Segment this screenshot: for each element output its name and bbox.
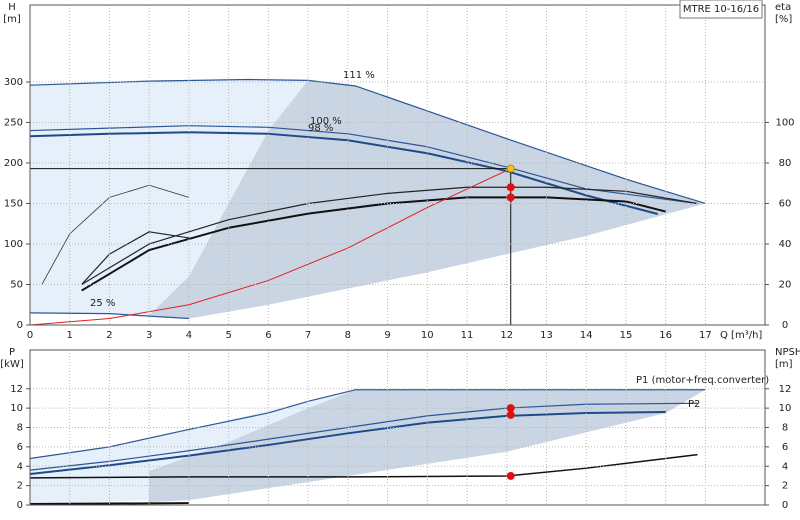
curve [30, 411, 666, 475]
operating-point [506, 193, 515, 202]
plot-area [30, 78, 706, 325]
y-tick-label: 10 [10, 403, 23, 414]
y-axis-title: H [8, 2, 16, 13]
y2-tick-label: 6 [782, 442, 788, 453]
y2-tick-label: 8 [782, 423, 788, 434]
y-tick-label: 12 [10, 384, 23, 395]
x-tick-label: 6 [265, 330, 271, 341]
y-tick-label: 100 [4, 239, 23, 250]
y2-tick-label: 40 [779, 239, 792, 250]
x-tick-label: 7 [305, 330, 311, 341]
operating-point [506, 164, 515, 173]
x-tick-label: 4 [186, 330, 192, 341]
y2-tick-label: 2 [782, 481, 788, 492]
plot-frame [29, 4, 766, 326]
x-tick-label: 17 [699, 330, 712, 341]
x-tick-label: 16 [659, 330, 672, 341]
model-name: MTRE 10-16/16 [683, 4, 759, 15]
plot-area [30, 389, 706, 505]
curve-label: 98 % [308, 123, 333, 134]
curve-label: 111 % [343, 70, 375, 81]
y-tick-label: 8 [17, 423, 23, 434]
x-tick-label: 12 [500, 330, 513, 341]
y-tick-label: 2 [17, 481, 23, 492]
y2-tick-label: 80 [779, 158, 792, 169]
y-tick-label: 50 [10, 279, 23, 290]
y2-axis-title: NPSH [775, 347, 800, 358]
curve [30, 312, 189, 320]
operating-point [506, 410, 515, 419]
y-tick-label: 300 [4, 77, 23, 88]
curve-label: 100 % [310, 116, 342, 127]
x-tick-label: 9 [384, 330, 390, 341]
y-axis-title: [kW] [0, 359, 24, 370]
x-tick-label: 15 [620, 330, 633, 341]
curve [30, 168, 511, 325]
y2-tick-label: 20 [779, 279, 792, 290]
x-tick-label: 8 [345, 330, 351, 341]
curve [30, 78, 706, 205]
y-tick-label: 250 [4, 117, 23, 128]
model-box [679, 0, 763, 19]
x-tick-label: 5 [225, 330, 231, 341]
y-tick-label: 150 [4, 198, 23, 209]
y-tick-label: 0 [17, 500, 23, 511]
y-tick-label: 6 [17, 442, 23, 453]
x-tick-label: 3 [146, 330, 152, 341]
y2-axis-title: eta [775, 2, 791, 13]
operating-point [506, 183, 515, 192]
x-tick-label: 11 [461, 330, 474, 341]
y-tick-label: 200 [4, 158, 23, 169]
operating-point [506, 471, 515, 480]
x-tick-label: 0 [27, 330, 33, 341]
y2-tick-label: 60 [779, 198, 792, 209]
curve [81, 186, 698, 286]
curve-label: P1 (motor+freq.converter) [636, 375, 769, 386]
x-tick-label: 2 [106, 330, 112, 341]
x-tick-label: 10 [421, 330, 434, 341]
curve [81, 231, 190, 285]
curve-label: 25 % [90, 298, 115, 309]
y2-tick-label: 10 [779, 403, 792, 414]
y2-axis-title: [%] [775, 14, 792, 25]
y2-tick-label: 12 [779, 384, 792, 395]
x-axis-title: Q [m³/h] [720, 330, 762, 341]
x-tick-label: 13 [540, 330, 553, 341]
y2-tick-label: 4 [782, 461, 788, 472]
y2-axis-title: [m] [775, 359, 793, 370]
x-tick-label: 14 [580, 330, 593, 341]
x-tick-label: 1 [67, 330, 73, 341]
y-tick-label: 0 [17, 320, 23, 331]
y-tick-label: 4 [17, 461, 23, 472]
range-area [149, 80, 706, 319]
y2-tick-label: 0 [782, 500, 788, 511]
y2-tick-label: 0 [782, 320, 788, 331]
curve [30, 125, 698, 205]
operating-point [506, 404, 515, 413]
y-axis-title: P [9, 347, 15, 358]
y-axis-title: [m] [3, 14, 21, 25]
curve-label: P2 [688, 399, 700, 410]
y2-tick-label: 100 [775, 117, 794, 128]
range-area [30, 79, 309, 316]
range-area [149, 389, 706, 503]
curve [30, 402, 698, 471]
